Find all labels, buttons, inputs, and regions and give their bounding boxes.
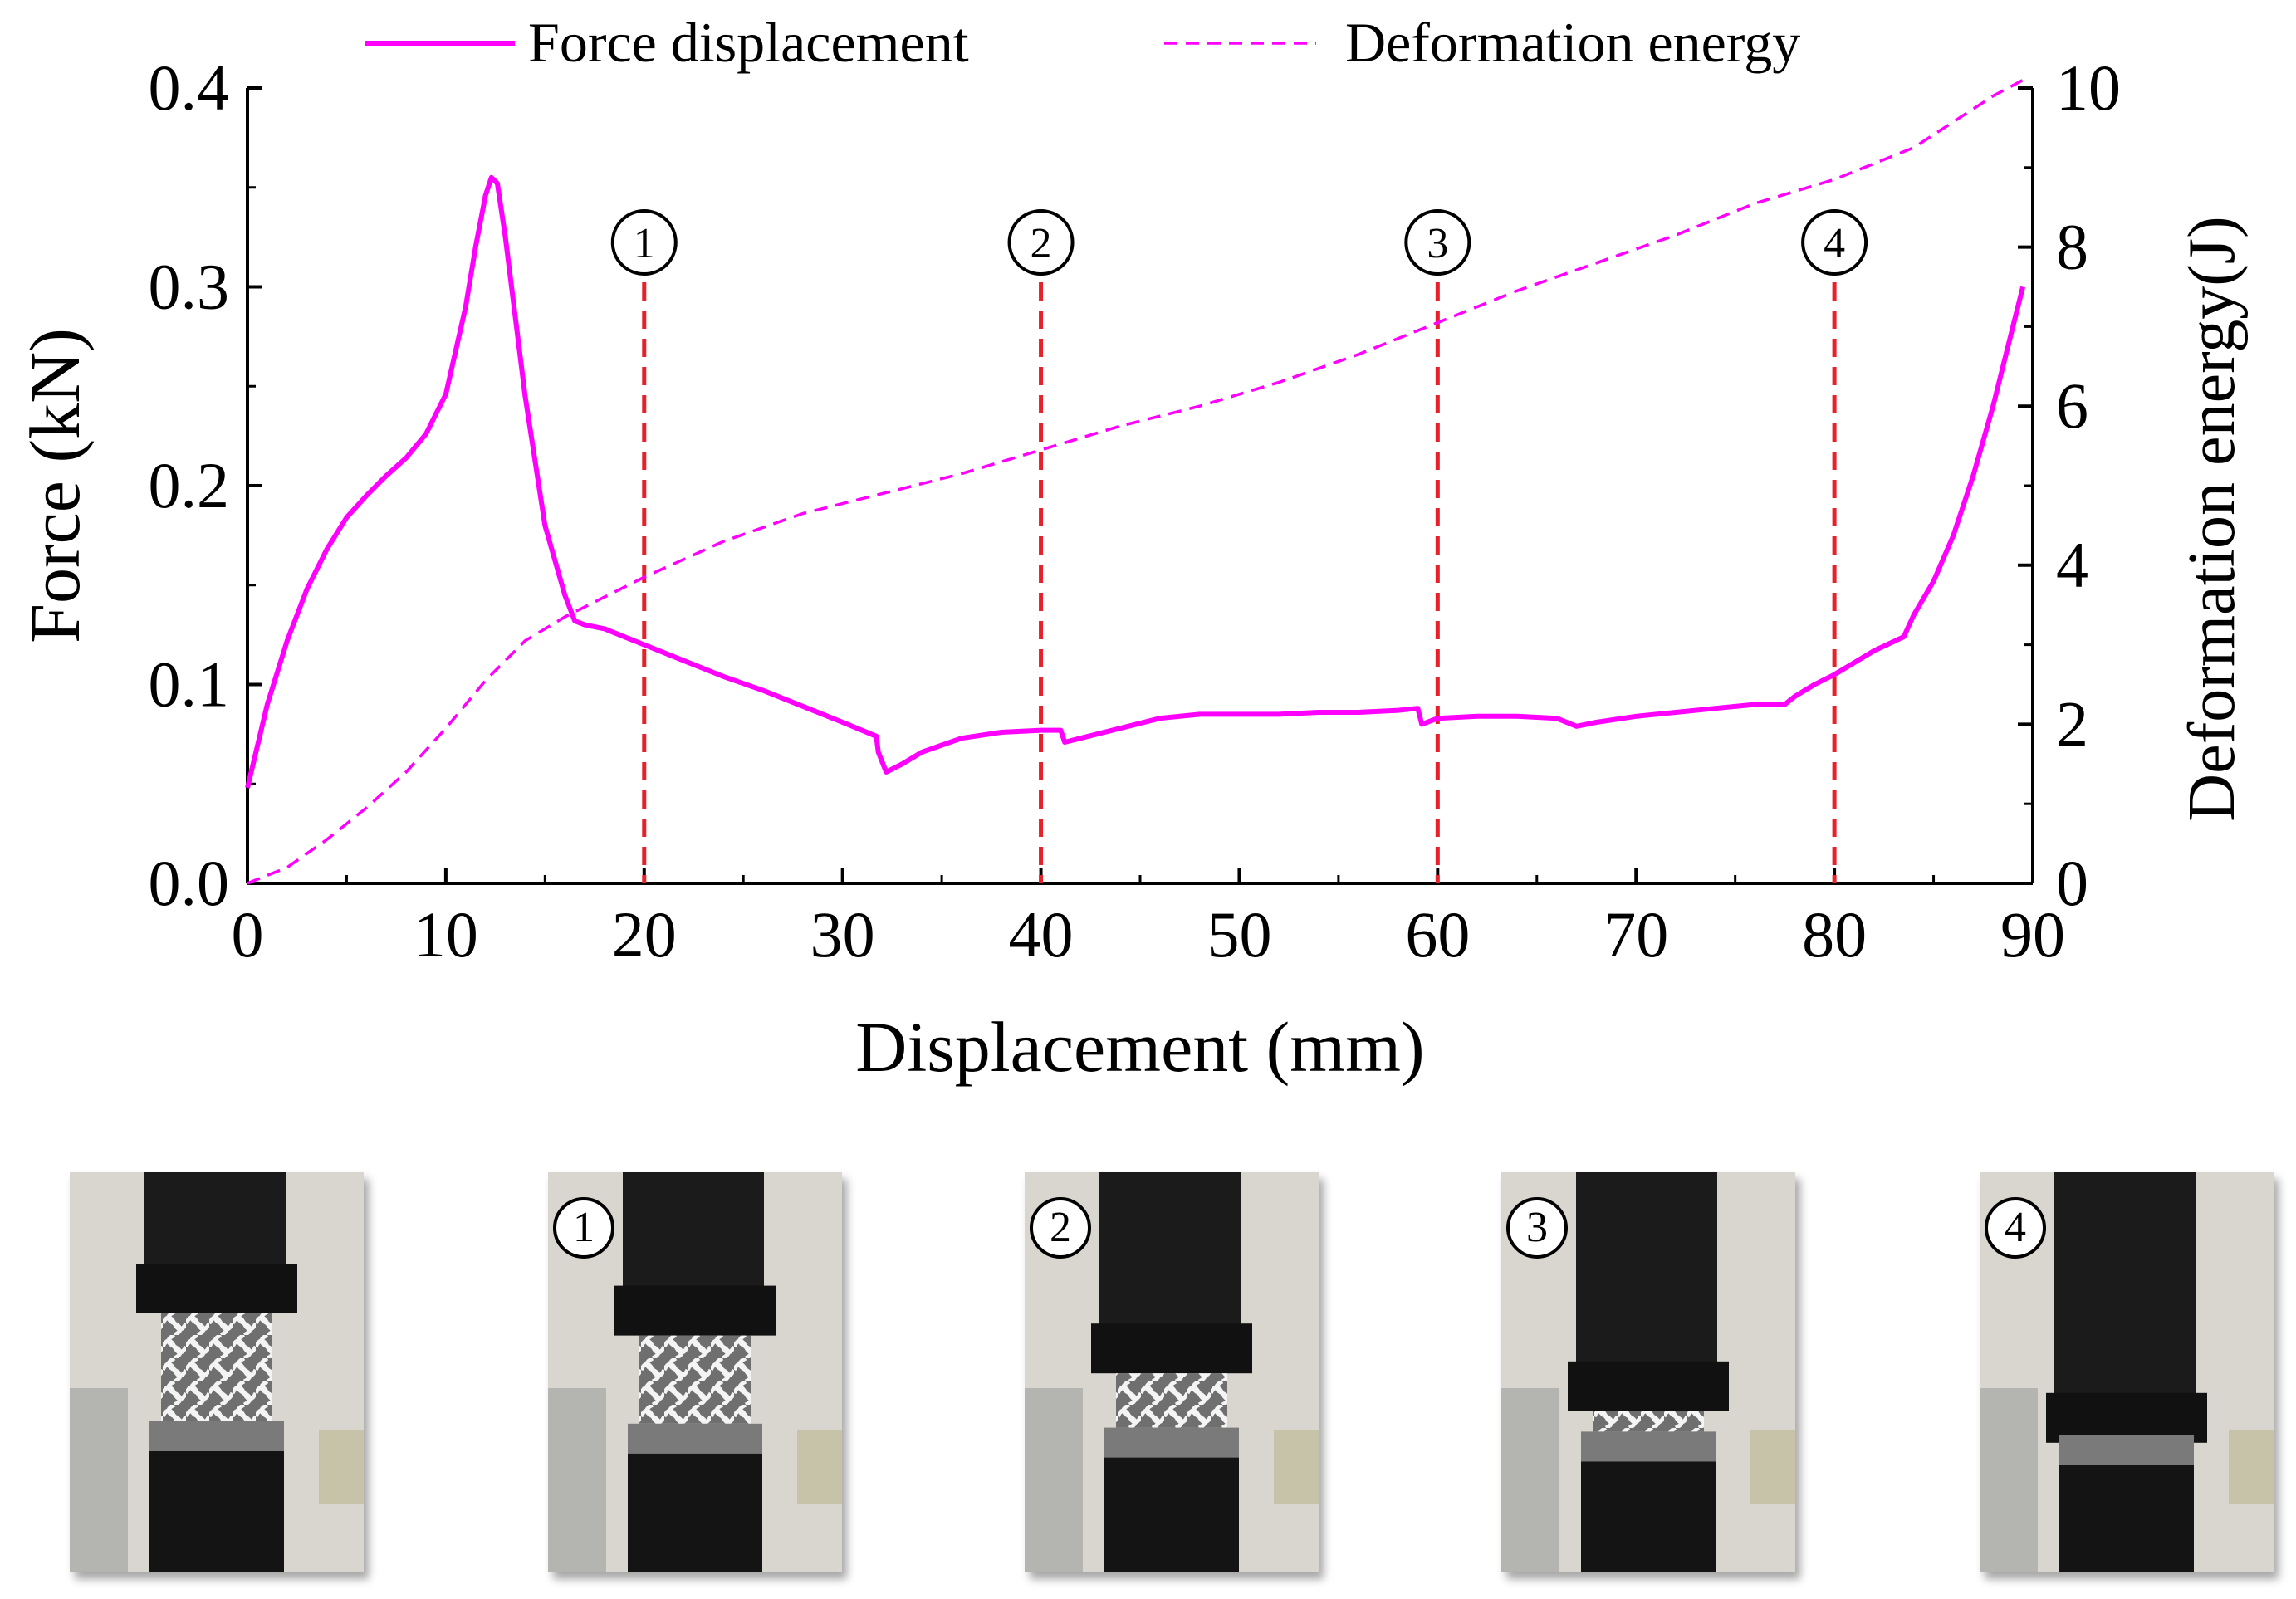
x-tick-label: 80 [1802, 898, 1867, 971]
x-tick-label: 50 [1207, 898, 1271, 971]
photo-illustration [1501, 1172, 1795, 1572]
photo-upper-platen [136, 1264, 297, 1313]
photo-lower-plate [628, 1423, 762, 1454]
plot-area: 0 10 20 30 40 50 60 70 80 90 0.0 0.1 0.2 0.3 0.4 0 2 4 6 8 1… [15, 11, 2249, 1087]
photo-lower-plate [1104, 1427, 1239, 1458]
photo-panel [797, 1430, 842, 1504]
y2-tick-label: 4 [2056, 529, 2088, 601]
x-tick-label: 30 [810, 898, 875, 971]
photo-lower-column [1104, 1457, 1239, 1572]
photo-specimen [639, 1335, 751, 1424]
stage-marker-label: 2 [1031, 220, 1052, 267]
photo-stage-badge: 1 [553, 1197, 614, 1259]
photo-lower-column [628, 1453, 762, 1572]
photo-stage-1: 1 [548, 1172, 842, 1572]
photo-stage-badge: 4 [1985, 1197, 2046, 1259]
stage-marker-circle [1007, 209, 1075, 276]
photo-upper-platen [614, 1285, 776, 1336]
photo-upper-platen [2046, 1392, 2207, 1443]
force-series-line [245, 174, 2026, 789]
stage-marker-label: 1 [634, 220, 655, 267]
photo-upper-column [1099, 1172, 1241, 1341]
stage-marker-circle [1404, 209, 1471, 276]
photo-stage-4: 4 [1980, 1172, 2274, 1572]
photo-initial [70, 1172, 364, 1572]
photo-panel [2229, 1430, 2274, 1504]
photo-upper-column [623, 1172, 764, 1303]
photo-stage-badge: 3 [1506, 1197, 1568, 1259]
stage-marker-circle [1801, 209, 1868, 276]
legend-label-force: Force displacement [528, 11, 969, 74]
y2-axis-label: Deformation energy(J) [2176, 216, 2249, 821]
x-tick-label: 60 [1405, 898, 1470, 971]
stage-marker-label: 3 [1427, 220, 1448, 267]
photo-cabinet [1980, 1388, 2038, 1572]
photo-cabinet [1501, 1388, 1559, 1572]
y-tick-label: 0.3 [149, 251, 230, 323]
photo-stage-badge: 2 [1030, 1197, 1091, 1259]
energy-series-line [247, 78, 2024, 885]
photo-specimen [1116, 1373, 1227, 1428]
photo-cabinet [548, 1388, 606, 1572]
photo-illustration [1980, 1172, 2274, 1572]
y2-tick-label: 8 [2056, 211, 2088, 283]
y-tick-label: 0.4 [149, 51, 230, 124]
photo-lower-plate [2059, 1435, 2194, 1465]
photo-lower-column [149, 1451, 284, 1572]
x-tick-label: 0 [232, 898, 264, 971]
photo-specimen [1593, 1411, 1704, 1432]
photo-upper-platen [1568, 1361, 1729, 1411]
photo-lower-plate [1581, 1431, 1716, 1462]
y2-tick-label: 10 [2056, 51, 2121, 124]
y-axis-label: Force (kN) [15, 328, 95, 643]
y-tick-label: 0.2 [149, 449, 230, 521]
photo-lower-column [2059, 1465, 2194, 1572]
photo-upper-platen [1091, 1323, 1252, 1374]
stage-marker-circle [610, 209, 678, 276]
photo-upper-column [2054, 1172, 2196, 1410]
legend-label-energy: Deformation energy [1345, 11, 1800, 74]
photo-cabinet [1025, 1388, 1083, 1572]
y-tick-label: 0.0 [149, 847, 230, 919]
x-tick-label: 90 [2000, 898, 2065, 971]
photo-panel [1274, 1430, 1319, 1504]
x-tick-label: 40 [1009, 898, 1074, 971]
photo-lower-plate [149, 1421, 284, 1451]
photo-upper-column [144, 1172, 286, 1280]
y2-tick-label: 0 [2056, 847, 2088, 919]
photo-lower-column [1581, 1461, 1716, 1572]
x-tick-label: 20 [612, 898, 677, 971]
y2-tick-label: 2 [2056, 687, 2088, 760]
y-tick-label: 0.1 [149, 648, 230, 721]
photo-panel [319, 1430, 364, 1504]
x-axis-label: Displacement (mm) [855, 1007, 1424, 1087]
photo-illustration [70, 1172, 364, 1572]
stage-marker-label: 4 [1824, 220, 1845, 267]
photo-upper-column [1576, 1172, 1717, 1378]
photo-specimen [161, 1313, 272, 1421]
photo-cabinet [70, 1388, 128, 1572]
y2-tick-label: 6 [2056, 369, 2088, 442]
x-tick-label: 70 [1603, 898, 1668, 971]
photo-stage-3: 3 [1501, 1172, 1795, 1572]
x-tick-label: 10 [414, 898, 478, 971]
photo-stage-2: 2 [1025, 1172, 1319, 1572]
photo-panel [1750, 1430, 1795, 1504]
